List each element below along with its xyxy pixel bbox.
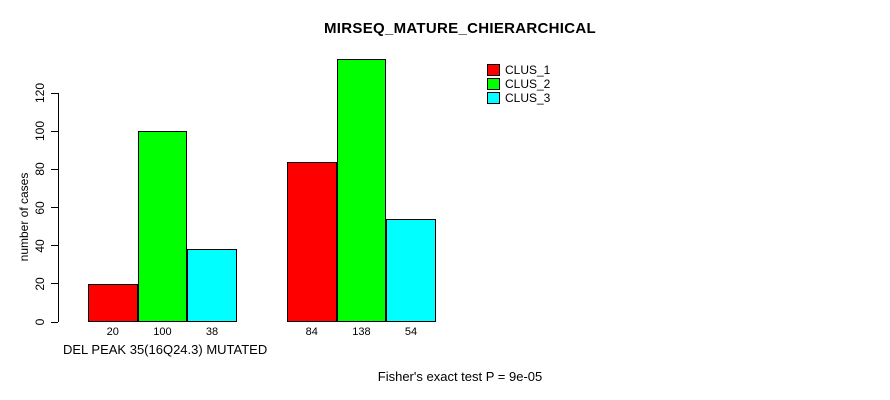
bar-value-label: 84 [305,326,318,338]
bar-value-label: 20 [106,326,119,338]
legend-item: CLUS_3 [487,91,550,105]
y-axis-tick-label: 0 [33,318,47,326]
legend: CLUS_1 CLUS_2 CLUS_3 [487,63,550,105]
bar-clus_2-group1 [137,131,188,322]
bar-clus_1-group1 [88,283,138,322]
bar-value-label: 100 [153,326,172,338]
y-axis-tick-label: 120 [33,82,47,104]
y-axis-tick [51,283,58,285]
y-axis-tick [51,245,58,247]
legend-label: CLUS_3 [505,91,551,105]
bar-value-label: 54 [404,326,418,338]
annotation-text: Fisher's exact test P = 9e-05 [377,369,543,384]
bar-value-label: 38 [205,326,219,338]
y-axis-line [58,93,59,322]
legend-swatch [487,92,500,104]
legend-item: CLUS_1 [487,63,550,77]
legend-swatch [487,78,500,90]
y-axis-tick-label: 20 [33,277,47,291]
y-axis-tick [51,321,58,323]
bar-clus_1-group2 [287,161,337,322]
legend-label: CLUS_1 [505,63,551,77]
bar-value-label: 138 [352,326,371,338]
y-axis-tick [51,168,58,170]
bar-clus_3-group2 [386,218,436,322]
y-axis-tick [51,130,58,132]
bar-clus_2-group2 [336,58,387,322]
legend-item: CLUS_2 [487,77,550,91]
legend-swatch [487,64,500,76]
y-axis-title: number of cases [17,172,31,262]
y-axis-tick-label: 80 [33,162,47,177]
y-axis-tick-label: 100 [33,121,47,142]
y-axis-tick [51,207,58,208]
y-axis-tick [51,92,58,94]
legend-label: CLUS_2 [505,77,551,91]
chart-title: MIRSEQ_MATURE_CHIERARCHICAL [324,20,596,37]
bar-clus_3-group1 [187,249,237,322]
y-axis-tick-label: 60 [33,200,47,215]
x-axis-title: DEL PEAK 35(16Q24.3) MUTATED [63,342,268,357]
y-axis-tick-label: 40 [33,238,47,253]
